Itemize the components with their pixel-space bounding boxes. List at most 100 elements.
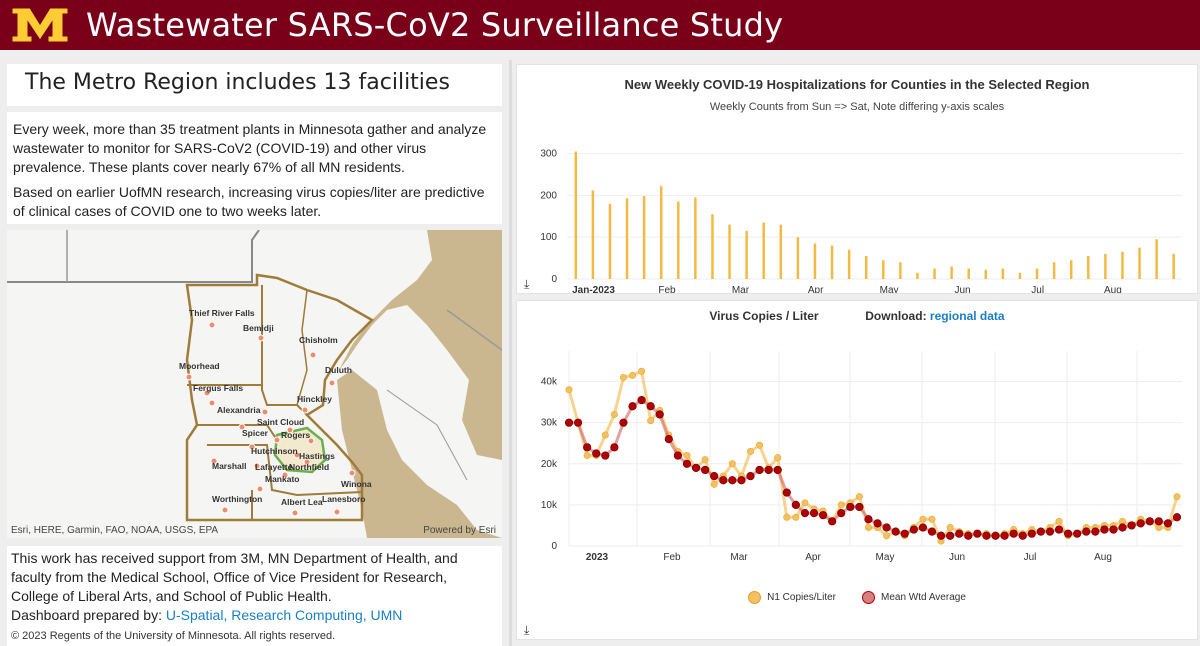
map-label-spicer[interactable]: Spicer bbox=[242, 428, 269, 438]
bar bbox=[899, 262, 902, 279]
map-label-saint-cloud[interactable]: Saint Cloud bbox=[257, 417, 304, 427]
intro-paragraph-1: Every week, more than 35 treatment plant… bbox=[13, 121, 487, 175]
legend-item-mean[interactable]: Mean Wtd Average bbox=[862, 591, 966, 604]
data-point-mean bbox=[755, 465, 764, 475]
data-point-mean bbox=[1172, 513, 1182, 522]
map-label-moorhead[interactable]: Moorhead bbox=[179, 361, 220, 371]
data-point-mean bbox=[573, 418, 583, 427]
map-label-duluth[interactable]: Duluth bbox=[325, 365, 352, 375]
y-tick-label: 20k bbox=[541, 459, 558, 470]
bar bbox=[1035, 268, 1039, 279]
data-point-mean bbox=[564, 418, 574, 427]
bar bbox=[659, 186, 663, 279]
data-point-mean bbox=[746, 472, 755, 481]
map-label-hutchinson[interactable]: Hutchinson bbox=[251, 446, 298, 456]
map-label-mankato[interactable]: Mankato bbox=[265, 474, 299, 484]
x-tick-label: Apr bbox=[808, 285, 824, 293]
data-point-mean bbox=[1127, 521, 1136, 530]
bar bbox=[1001, 268, 1005, 279]
data-point-mean bbox=[710, 472, 719, 481]
map-label-lafayette[interactable]: Lafayette bbox=[255, 462, 293, 472]
data-point-mean bbox=[646, 402, 655, 411]
intro-paragraph-2: Based on earlier UofMN research, increas… bbox=[13, 184, 485, 219]
data-point-n1 bbox=[601, 431, 609, 439]
data-point-mean bbox=[918, 523, 928, 532]
x-tick-label: Jan-2023 bbox=[572, 285, 615, 293]
bar bbox=[933, 268, 936, 279]
y-tick-label: 40k bbox=[541, 377, 558, 388]
map-canvas[interactable]: Thief River Falls Bemidji Chisholm Moorh… bbox=[7, 230, 502, 538]
data-point-mean bbox=[800, 509, 810, 518]
x-tick-label: Aug bbox=[1104, 285, 1122, 293]
bar bbox=[882, 260, 885, 279]
map-label-worthington[interactable]: Worthington bbox=[212, 494, 262, 504]
data-point-n1 bbox=[864, 524, 872, 532]
data-point-n1 bbox=[928, 515, 936, 523]
bar bbox=[1155, 239, 1158, 279]
map-label-chisholm[interactable]: Chisholm bbox=[299, 335, 338, 345]
bar bbox=[950, 266, 953, 279]
data-point-mean bbox=[1109, 525, 1118, 534]
data-point-mean bbox=[682, 459, 692, 468]
data-point-n1 bbox=[710, 480, 718, 488]
y-tick-label: 30k bbox=[541, 418, 558, 429]
data-point-mean bbox=[991, 531, 1000, 540]
data-point-mean bbox=[855, 502, 864, 512]
x-tick-label: Mar bbox=[732, 285, 750, 293]
legend-item-n1[interactable]: N1 Copies/Liter bbox=[748, 591, 836, 604]
hospitalizations-chart[interactable]: 0 100 200 300 Jan-2023 Feb Mar Apr May Jun Jul Aug bbox=[517, 93, 1197, 293]
bar bbox=[796, 237, 800, 279]
data-point-n1 bbox=[801, 499, 809, 507]
data-point-n1 bbox=[837, 501, 845, 509]
map-label-thief-river-falls[interactable]: Thief River Falls bbox=[189, 308, 255, 318]
bar bbox=[1138, 247, 1141, 279]
data-point-mean bbox=[809, 509, 819, 518]
data-point-mean bbox=[773, 465, 782, 475]
map-label-hastings[interactable]: Hastings bbox=[299, 451, 335, 461]
map-label-northfield[interactable]: Northfield bbox=[289, 462, 329, 472]
region-title: The Metro Region includes 13 facilities bbox=[7, 64, 502, 106]
legend-label-mean: Mean Wtd Average bbox=[881, 592, 966, 603]
map-label-lanesboro[interactable]: Lanesboro bbox=[322, 494, 365, 504]
download-icon[interactable]: ⤓ bbox=[524, 277, 530, 291]
bar bbox=[591, 190, 595, 279]
map-label-winona[interactable]: Winona bbox=[341, 479, 372, 489]
university-m-logo[interactable] bbox=[8, 0, 72, 50]
prepared-by-line: Dashboard prepared by: U-Spatial, Resear… bbox=[11, 606, 498, 625]
data-point-n1 bbox=[1055, 517, 1063, 525]
data-point-n1 bbox=[883, 532, 891, 540]
bar bbox=[642, 196, 646, 279]
regional-data-link[interactable]: regional data bbox=[929, 309, 1005, 323]
map-label-fergus-falls[interactable]: Fergus Falls bbox=[193, 383, 243, 393]
column-divider[interactable] bbox=[509, 60, 512, 646]
map-label-hinckley[interactable]: Hinckley bbox=[297, 394, 332, 404]
x-tick-label: Aug bbox=[1094, 552, 1112, 563]
map-label-marshall[interactable]: Marshall bbox=[212, 461, 247, 471]
region-map[interactable]: Thief River Falls Bemidji Chisholm Moorh… bbox=[7, 230, 502, 538]
map-label-rogers[interactable]: Rogers bbox=[281, 430, 311, 440]
virus-chart[interactable]: 0 10k 20k 30k 40k 2023 Feb Mar Apr May Jun Jul Aug bbox=[517, 331, 1197, 591]
map-label-alexandria[interactable]: Alexandria bbox=[217, 405, 261, 415]
data-point-mean bbox=[791, 500, 800, 509]
bar bbox=[694, 197, 697, 279]
data-point-mean bbox=[846, 502, 855, 512]
x-tick-label: May bbox=[876, 552, 895, 563]
hospitalizations-chart-subtitle: Weekly Counts from Sun => Sat, Note diff… bbox=[709, 101, 1005, 113]
data-point-mean bbox=[701, 465, 710, 475]
legend-swatch-mean bbox=[862, 591, 876, 604]
data-point-mean bbox=[1118, 523, 1127, 532]
download-icon[interactable]: ⤓ bbox=[524, 623, 530, 637]
map-powered-by[interactable]: Powered by Esri bbox=[423, 525, 496, 536]
hospitalizations-chart-title: New Weekly COVID-19 Hospitalizations for… bbox=[624, 77, 1090, 92]
bar bbox=[745, 230, 748, 279]
map-label-albert-lea[interactable]: Albert Lea bbox=[281, 497, 323, 507]
data-point-mean bbox=[664, 435, 673, 444]
data-point-n1 bbox=[746, 447, 754, 455]
map-label-bemidji[interactable]: Bemidji bbox=[243, 323, 274, 333]
bar bbox=[574, 151, 578, 279]
data-point-mean bbox=[1154, 517, 1163, 526]
data-point-mean bbox=[1054, 525, 1064, 534]
intro-panel: Every week, more than 35 treatment plant… bbox=[7, 112, 502, 224]
prepared-by-link[interactable]: U-Spatial, Research Computing, UMN bbox=[165, 607, 403, 623]
x-tick-label: Jul bbox=[1024, 552, 1037, 563]
